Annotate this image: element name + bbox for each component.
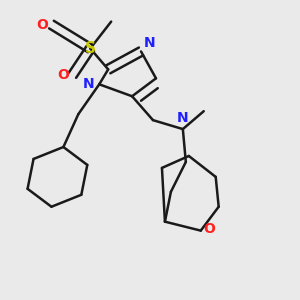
Text: S: S bbox=[85, 41, 96, 56]
Text: N: N bbox=[177, 111, 189, 124]
Text: O: O bbox=[58, 68, 69, 82]
Text: O: O bbox=[204, 222, 216, 236]
Text: O: O bbox=[37, 18, 49, 32]
Text: N: N bbox=[143, 36, 155, 50]
Text: N: N bbox=[83, 77, 95, 91]
